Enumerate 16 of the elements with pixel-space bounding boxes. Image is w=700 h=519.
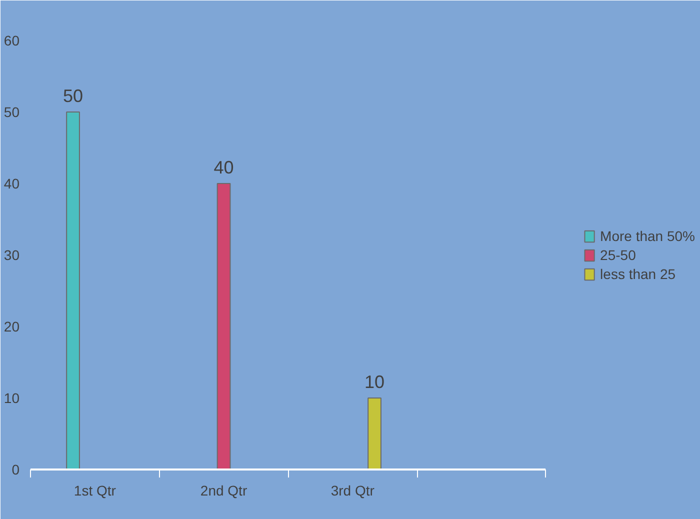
data-label: 40 (214, 158, 234, 178)
legend-label: less than 25 (600, 266, 676, 282)
y-tick-label: 60 (4, 32, 20, 48)
y-tick-label: 30 (4, 247, 20, 263)
y-tick-label: 10 (4, 390, 20, 406)
legend-label: More than 50% (600, 228, 695, 244)
x-tick-label: 2nd Qtr (200, 482, 248, 498)
legend-label: 25-50 (600, 246, 636, 262)
y-tick-label: 50 (4, 104, 20, 120)
data-label: 50 (63, 86, 84, 106)
data-label: 10 (364, 372, 385, 392)
y-tick-label: 40 (4, 176, 20, 192)
x-tick-label: 1st Qtr (74, 482, 116, 498)
x-tick-label: 3rd Qtr (330, 482, 375, 498)
y-tick-label: 0 (12, 462, 20, 478)
y-tick-label: 20 (4, 318, 20, 334)
